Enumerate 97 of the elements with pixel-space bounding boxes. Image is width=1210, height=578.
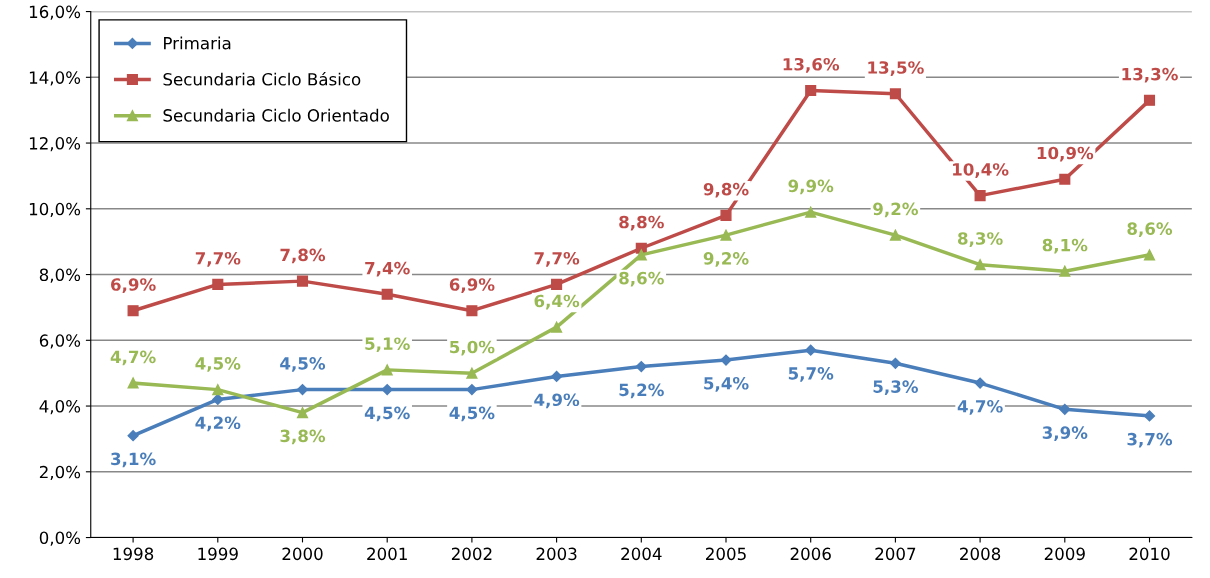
point bbox=[212, 278, 224, 290]
point bbox=[974, 190, 986, 202]
data-label: 13,3% bbox=[1122, 67, 1178, 83]
x-tick-label: 1998 bbox=[113, 547, 154, 561]
point bbox=[296, 275, 309, 287]
point bbox=[212, 384, 224, 396]
data-label: 13,5% bbox=[868, 61, 924, 76]
x-tick-label: 2001 bbox=[367, 547, 407, 561]
data-label: 8,1% bbox=[1042, 238, 1088, 254]
x-tick-label: 2005 bbox=[706, 547, 746, 561]
point bbox=[1059, 403, 1071, 415]
data-label: 6,9% bbox=[111, 278, 156, 293]
data-label: 6,9% bbox=[449, 278, 495, 293]
data-label: 9,2% bbox=[873, 202, 918, 218]
data-label: 9,2% bbox=[703, 252, 749, 267]
data-label: 10,4% bbox=[953, 163, 1009, 178]
x-tick-label: 2008 bbox=[960, 547, 1001, 561]
data-label: 7,8% bbox=[280, 248, 326, 264]
data-label: 4,5% bbox=[280, 357, 326, 372]
data-label: 9,8% bbox=[703, 182, 749, 198]
point bbox=[466, 367, 478, 379]
data-label: 8,6% bbox=[1127, 222, 1173, 238]
data-label: 4,5% bbox=[364, 406, 410, 422]
data-label: 7,4% bbox=[365, 261, 410, 277]
point bbox=[974, 377, 986, 389]
data-label: 4,5% bbox=[195, 357, 241, 372]
data-label: 3,8% bbox=[280, 429, 326, 445]
point bbox=[805, 206, 817, 218]
data-label: 4,7% bbox=[957, 399, 1003, 415]
point bbox=[381, 288, 393, 300]
x-tick-label: 2007 bbox=[875, 547, 916, 561]
point bbox=[466, 305, 478, 317]
data-label: 3,1% bbox=[111, 452, 156, 468]
data-label: 4,7% bbox=[110, 350, 156, 366]
point bbox=[296, 407, 309, 419]
data-label: 6,4% bbox=[534, 294, 580, 310]
data-label: 8,8% bbox=[619, 215, 664, 231]
point bbox=[805, 344, 817, 356]
y-tick-label: 4,0% bbox=[39, 400, 81, 415]
point bbox=[466, 384, 478, 396]
y-tick-label: 12,0% bbox=[29, 137, 81, 152]
point bbox=[720, 229, 732, 241]
data-label: 13,6% bbox=[783, 57, 840, 73]
point bbox=[551, 278, 563, 290]
x-tick-label: 2009 bbox=[1044, 547, 1085, 561]
legend-label: Secundaria Ciclo Orientado bbox=[163, 108, 389, 122]
data-label: 8,6% bbox=[619, 271, 664, 287]
point bbox=[889, 88, 901, 100]
point bbox=[1143, 410, 1156, 422]
data-label: 4,5% bbox=[449, 406, 495, 422]
data-label: 5,2% bbox=[619, 383, 664, 399]
x-tick-label: 2006 bbox=[790, 547, 831, 561]
point bbox=[1059, 265, 1071, 277]
data-label: 3,9% bbox=[1042, 426, 1088, 442]
x-tick-label: 2003 bbox=[536, 547, 577, 561]
point bbox=[127, 430, 139, 442]
data-label: 3,7% bbox=[1127, 432, 1173, 448]
y-tick-label: 16,0% bbox=[29, 5, 81, 20]
point bbox=[974, 259, 986, 271]
point bbox=[720, 209, 732, 221]
point bbox=[551, 321, 563, 333]
point bbox=[889, 357, 902, 369]
x-tick-label: 2002 bbox=[451, 547, 492, 561]
data-label: 5,4% bbox=[704, 376, 749, 392]
y-tick-label: 14,0% bbox=[29, 71, 81, 86]
data-label: 9,9% bbox=[788, 179, 834, 195]
y-tick-label: 10,0% bbox=[29, 202, 81, 218]
data-label: 7,7% bbox=[534, 251, 580, 267]
y-tick-label: 6,0% bbox=[39, 334, 81, 349]
data-label: 4,2% bbox=[195, 416, 241, 432]
data-label: 5,3% bbox=[873, 380, 918, 396]
point bbox=[1143, 249, 1156, 261]
data-label: 5,0% bbox=[450, 340, 495, 356]
x-tick-label: 2010 bbox=[1129, 547, 1170, 561]
x-tick-label: 2004 bbox=[621, 547, 662, 561]
point bbox=[127, 305, 139, 317]
point bbox=[550, 370, 563, 383]
x-tick-label: 1999 bbox=[198, 547, 238, 561]
data-label: 5,1% bbox=[365, 337, 410, 353]
point bbox=[1059, 173, 1071, 185]
legend-label: Secundaria Ciclo Básico bbox=[163, 72, 361, 86]
point bbox=[381, 364, 393, 376]
data-label: 8,3% bbox=[958, 232, 1003, 247]
data-label: 5,7% bbox=[788, 367, 834, 382]
legend-label: Primaria bbox=[164, 36, 231, 50]
x-tick-label: 2000 bbox=[282, 547, 323, 561]
point bbox=[889, 229, 901, 241]
point bbox=[635, 360, 647, 373]
point bbox=[1143, 94, 1156, 106]
y-tick-label: 2,0% bbox=[39, 465, 81, 481]
data-label: 4,9% bbox=[534, 393, 580, 409]
point bbox=[805, 84, 817, 97]
data-label: 7,7% bbox=[195, 251, 241, 267]
point bbox=[127, 377, 139, 389]
y-tick-label: 8,0% bbox=[39, 268, 81, 283]
y-tick-label: 0,0% bbox=[39, 531, 81, 546]
data-label: 10,9% bbox=[1037, 146, 1094, 162]
